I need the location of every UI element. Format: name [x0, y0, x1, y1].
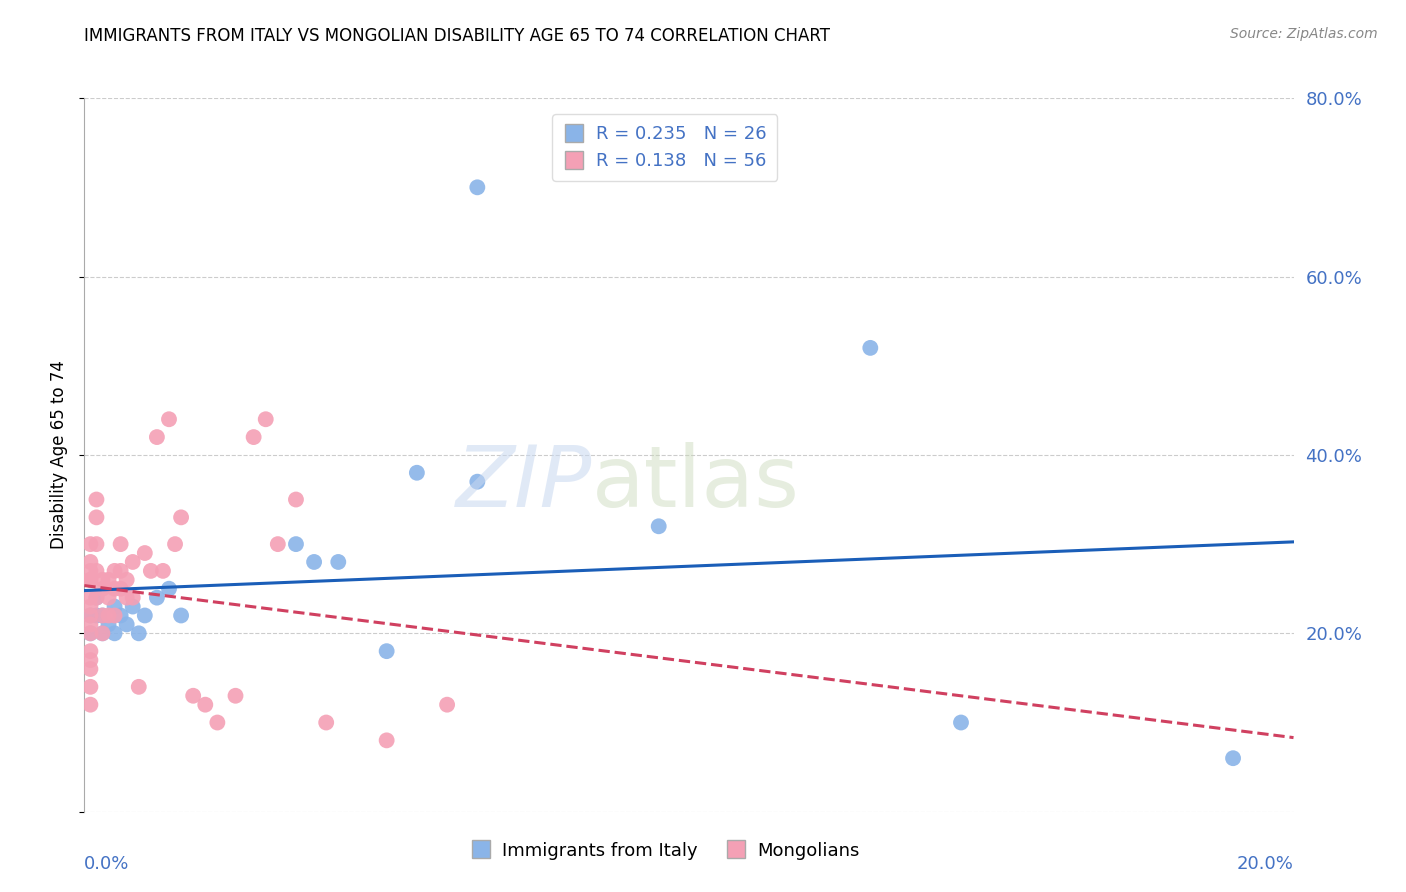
- Point: [467, 180, 489, 194]
- Point: [146, 591, 169, 605]
- Y-axis label: Disability Age 65 to 74: Disability Age 65 to 74: [51, 360, 69, 549]
- Point: [436, 698, 458, 712]
- Point: [121, 555, 143, 569]
- Point: [165, 537, 187, 551]
- Point: [91, 582, 114, 596]
- Point: [139, 564, 162, 578]
- Point: [79, 662, 101, 676]
- Point: [79, 680, 101, 694]
- Point: [86, 564, 108, 578]
- Point: [110, 564, 132, 578]
- Point: [302, 555, 325, 569]
- Point: [104, 564, 127, 578]
- Point: [79, 555, 101, 569]
- Point: [134, 608, 156, 623]
- Point: [375, 644, 398, 658]
- Point: [170, 510, 193, 524]
- Point: [194, 698, 217, 712]
- Point: [79, 626, 101, 640]
- Point: [315, 715, 337, 730]
- Point: [242, 430, 264, 444]
- Point: [79, 591, 101, 605]
- Point: [121, 591, 143, 605]
- Point: [97, 573, 120, 587]
- Point: [181, 689, 204, 703]
- Point: [950, 715, 973, 730]
- Point: [134, 546, 156, 560]
- Point: [104, 599, 127, 614]
- Point: [79, 599, 101, 614]
- Point: [79, 608, 101, 623]
- Point: [110, 582, 132, 596]
- Point: [79, 573, 101, 587]
- Point: [79, 626, 101, 640]
- Point: [207, 715, 229, 730]
- Point: [1222, 751, 1244, 765]
- Point: [86, 591, 108, 605]
- Point: [86, 492, 108, 507]
- Point: [121, 599, 143, 614]
- Point: [157, 412, 180, 426]
- Point: [648, 519, 671, 533]
- Point: [110, 608, 132, 623]
- Point: [91, 573, 114, 587]
- Point: [267, 537, 290, 551]
- Point: [115, 573, 138, 587]
- Text: atlas: atlas: [592, 442, 800, 525]
- Point: [97, 608, 120, 623]
- Text: ZIP: ZIP: [456, 442, 592, 525]
- Point: [79, 564, 101, 578]
- Text: 0.0%: 0.0%: [84, 855, 129, 872]
- Point: [79, 644, 101, 658]
- Point: [86, 537, 108, 551]
- Point: [128, 680, 150, 694]
- Point: [152, 564, 174, 578]
- Point: [79, 698, 101, 712]
- Point: [79, 537, 101, 551]
- Point: [97, 591, 120, 605]
- Point: [86, 510, 108, 524]
- Point: [104, 626, 127, 640]
- Point: [91, 608, 114, 623]
- Point: [157, 582, 180, 596]
- Point: [115, 617, 138, 632]
- Point: [285, 537, 308, 551]
- Point: [467, 475, 489, 489]
- Point: [115, 591, 138, 605]
- Point: [375, 733, 398, 747]
- Point: [128, 626, 150, 640]
- Point: [859, 341, 882, 355]
- Point: [86, 608, 108, 623]
- Point: [254, 412, 277, 426]
- Point: [79, 653, 101, 667]
- Point: [225, 689, 247, 703]
- Point: [79, 573, 101, 587]
- Point: [91, 626, 114, 640]
- Point: [79, 608, 101, 623]
- Point: [79, 617, 101, 632]
- Point: [104, 608, 127, 623]
- Point: [285, 492, 308, 507]
- Point: [110, 537, 132, 551]
- Legend: Immigrants from Italy, Mongolians: Immigrants from Italy, Mongolians: [463, 835, 868, 867]
- Point: [170, 608, 193, 623]
- Point: [406, 466, 429, 480]
- Point: [328, 555, 350, 569]
- Text: 20.0%: 20.0%: [1237, 855, 1294, 872]
- Point: [91, 608, 114, 623]
- Point: [146, 430, 169, 444]
- Point: [91, 626, 114, 640]
- Point: [97, 617, 120, 632]
- Text: IMMIGRANTS FROM ITALY VS MONGOLIAN DISABILITY AGE 65 TO 74 CORRELATION CHART: IMMIGRANTS FROM ITALY VS MONGOLIAN DISAB…: [84, 27, 831, 45]
- Point: [86, 591, 108, 605]
- Point: [104, 582, 127, 596]
- Text: Source: ZipAtlas.com: Source: ZipAtlas.com: [1230, 27, 1378, 41]
